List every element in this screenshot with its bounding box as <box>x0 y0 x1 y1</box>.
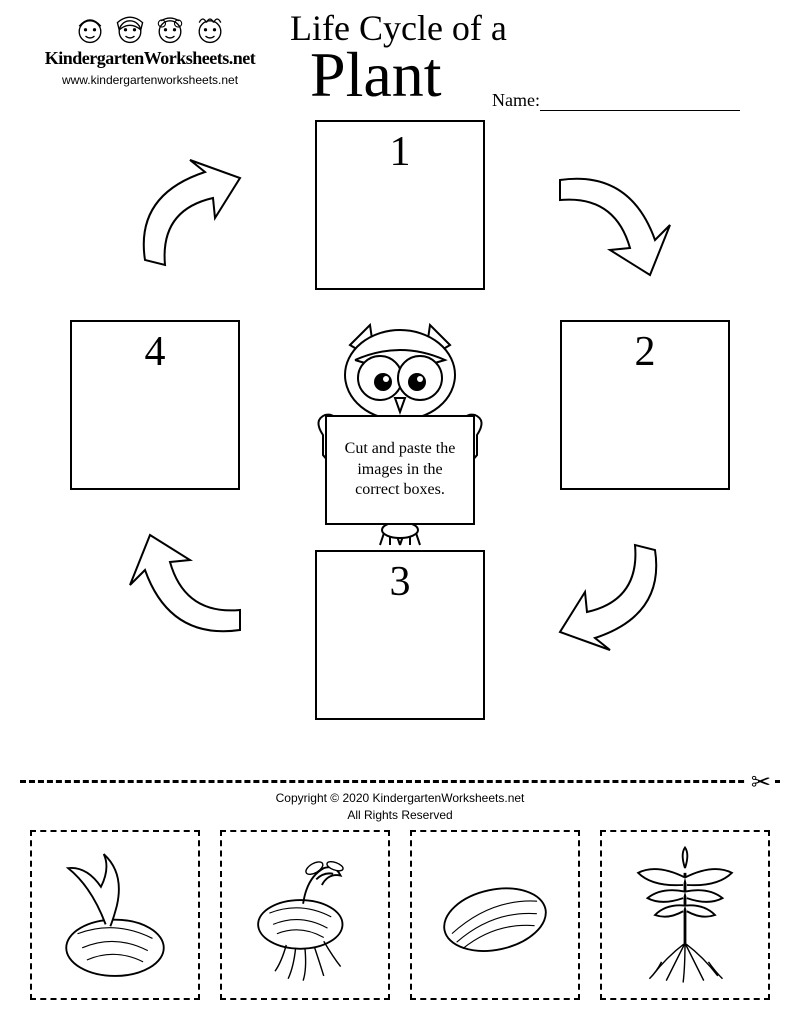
seed-sprouting-icon <box>40 840 190 990</box>
title-line2: Plant <box>310 46 507 104</box>
box-number: 4 <box>72 322 238 376</box>
owl-mascot: Cut and paste the images in the correct … <box>295 320 505 550</box>
cut-line <box>20 780 780 783</box>
cycle-box-3[interactable]: 3 <box>315 550 485 720</box>
cutout-seedling-roots[interactable] <box>220 830 390 1000</box>
copyright: Copyright © 2020 KindergartenWorksheets.… <box>0 790 800 824</box>
cycle-box-4[interactable]: 4 <box>70 320 240 490</box>
instruction-sign: Cut and paste the images in the correct … <box>325 415 475 525</box>
header: KindergartenWorksheets.net www.kindergar… <box>30 10 770 120</box>
cycle-box-2[interactable]: 2 <box>560 320 730 490</box>
plant-full-icon <box>610 840 760 990</box>
name-field: Name: <box>492 90 740 111</box>
face-icon <box>72 10 108 46</box>
face-icon <box>112 10 148 46</box>
face-icon <box>152 10 188 46</box>
instruction-text: Cut and paste the images in the correct … <box>335 439 465 501</box>
brand-url: www.kindergartenworksheets.net <box>30 73 270 87</box>
arrow-icon <box>540 520 680 660</box>
arrow-icon <box>120 520 260 660</box>
cutout-seed[interactable] <box>410 830 580 1000</box>
face-icon <box>192 10 228 46</box>
box-number: 1 <box>317 122 483 176</box>
cycle-diagram: 1 2 3 4 <box>50 120 750 750</box>
arrow-icon <box>540 150 680 290</box>
copyright-line2: All Rights Reserved <box>0 807 800 824</box>
seed-icon <box>420 840 570 990</box>
arrow-icon <box>120 150 260 290</box>
name-input-line[interactable] <box>540 110 740 111</box>
box-number: 3 <box>317 552 483 606</box>
cutout-plant-full[interactable] <box>600 830 770 1000</box>
name-label: Name: <box>492 90 540 110</box>
brand-text: KindergartenWorksheets.net <box>30 48 270 69</box>
logo-faces <box>30 10 270 46</box>
box-number: 2 <box>562 322 728 376</box>
worksheet-title: Life Cycle of a Plant <box>290 10 507 104</box>
cycle-box-1[interactable]: 1 <box>315 120 485 290</box>
seedling-roots-icon <box>230 840 380 990</box>
worksheet-page: KindergartenWorksheets.net www.kindergar… <box>0 0 800 1035</box>
cutout-strip <box>30 830 770 1000</box>
logo: KindergartenWorksheets.net www.kindergar… <box>30 10 270 87</box>
copyright-line1: Copyright © 2020 KindergartenWorksheets.… <box>0 790 800 807</box>
cutout-seed-sprouting[interactable] <box>30 830 200 1000</box>
